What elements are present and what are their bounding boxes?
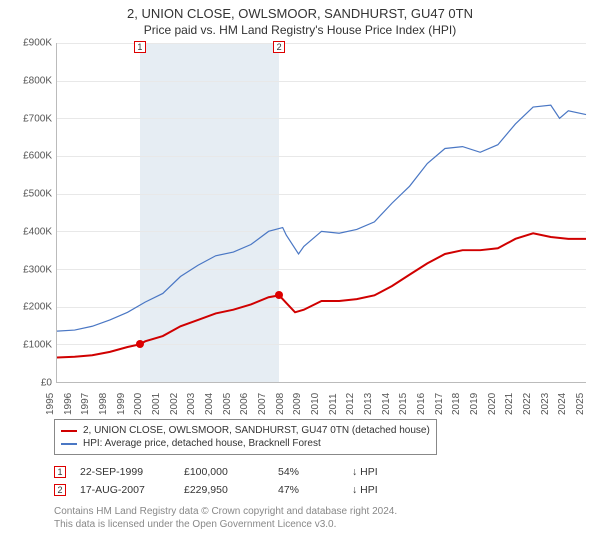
x-tick-label: 2023 [540, 393, 551, 415]
sales-table: 1 22-SEP-1999 £100,000 54% ↓ HPI 2 17-AUG-2007… [54, 463, 590, 499]
x-tick-label: 2004 [204, 393, 215, 415]
x-tick-label: 1995 [45, 393, 56, 415]
x-tick-label: 2013 [363, 393, 374, 415]
sale-marker-label: 1 [134, 41, 146, 53]
chart-area: £0 £100K £200K £300K £400K £500K £600K £700K £80… [10, 43, 590, 413]
x-tick-label: 2021 [504, 393, 515, 415]
x-tick-label: 2024 [557, 393, 568, 415]
legend: 2, UNION CLOSE, OWLSMOOR, SANDHURST, GU4… [54, 419, 437, 455]
x-tick-label: 1997 [80, 393, 91, 415]
x-tick-label: 2025 [575, 393, 586, 415]
x-tick-label: 2005 [222, 393, 233, 415]
y-tick-label: £800K [23, 75, 52, 86]
x-tick-label: 2015 [398, 393, 409, 415]
footer-line-2: This data is licensed under the Open Gov… [54, 518, 590, 531]
sale-pct: 47% [278, 484, 338, 496]
chart-title: 2, UNION CLOSE, OWLSMOOR, SANDHURST, GU4… [0, 6, 600, 21]
sale-trend: ↓ HPI [352, 466, 378, 478]
sale-num-box: 1 [54, 466, 66, 478]
footer-line-1: Contains HM Land Registry data © Crown c… [54, 505, 590, 518]
x-tick-label: 1998 [98, 393, 109, 415]
y-tick-label: £200K [23, 302, 52, 313]
sale-row: 1 22-SEP-1999 £100,000 54% ↓ HPI [54, 463, 590, 481]
sale-marker-dot [275, 291, 283, 299]
legend-item: HPI: Average price, detached house, Brac… [61, 437, 430, 450]
sale-num-box: 2 [54, 484, 66, 496]
plot-area: 12 [56, 43, 586, 383]
x-tick-label: 2014 [381, 393, 392, 415]
sale-date: 22-SEP-1999 [80, 466, 170, 478]
chart-titles: 2, UNION CLOSE, OWLSMOOR, SANDHURST, GU4… [0, 0, 600, 39]
legend-label: 2, UNION CLOSE, OWLSMOOR, SANDHURST, GU4… [83, 425, 430, 436]
sale-trend: ↓ HPI [352, 484, 378, 496]
y-tick-label: £400K [23, 226, 52, 237]
x-tick-label: 2020 [487, 393, 498, 415]
x-tick-label: 2008 [275, 393, 286, 415]
x-tick-label: 2007 [257, 393, 268, 415]
x-axis-labels: 1995199619971998199920002001200220032004… [56, 383, 586, 413]
legend-swatch [61, 430, 77, 432]
series-hpi [57, 105, 586, 331]
sale-marker-label: 2 [273, 41, 285, 53]
sale-pct: 54% [278, 466, 338, 478]
x-tick-label: 2018 [451, 393, 462, 415]
x-tick-label: 2000 [133, 393, 144, 415]
y-tick-label: £100K [23, 340, 52, 351]
x-tick-label: 1999 [116, 393, 127, 415]
x-tick-label: 2017 [434, 393, 445, 415]
y-axis-labels: £0£100K£200K£300K£400K£500K£600K£700K£80… [10, 43, 56, 383]
x-tick-label: 2019 [469, 393, 480, 415]
y-tick-label: £900K [23, 38, 52, 49]
x-tick-label: 2010 [310, 393, 321, 415]
y-tick-label: £0 [41, 378, 52, 389]
footer: Contains HM Land Registry data © Crown c… [54, 505, 590, 531]
sale-date: 17-AUG-2007 [80, 484, 170, 496]
series-prop [57, 233, 586, 357]
y-tick-label: £700K [23, 113, 52, 124]
x-tick-label: 1996 [63, 393, 74, 415]
sale-price: £100,000 [184, 466, 264, 478]
chart-subtitle: Price paid vs. HM Land Registry's House … [0, 23, 600, 37]
x-tick-label: 2009 [292, 393, 303, 415]
sale-marker-dot [136, 340, 144, 348]
x-tick-label: 2012 [345, 393, 356, 415]
plot-svg [57, 43, 586, 382]
x-tick-label: 2016 [416, 393, 427, 415]
legend-label: HPI: Average price, detached house, Brac… [83, 438, 321, 449]
x-tick-label: 2002 [169, 393, 180, 415]
x-tick-label: 2022 [522, 393, 533, 415]
sale-price: £229,950 [184, 484, 264, 496]
legend-item: 2, UNION CLOSE, OWLSMOOR, SANDHURST, GU4… [61, 424, 430, 437]
sale-row: 2 17-AUG-2007 £229,950 47% ↓ HPI [54, 481, 590, 499]
y-tick-label: £300K [23, 264, 52, 275]
y-tick-label: £500K [23, 189, 52, 200]
x-tick-label: 2001 [151, 393, 162, 415]
y-tick-label: £600K [23, 151, 52, 162]
x-tick-label: 2003 [186, 393, 197, 415]
legend-swatch [61, 443, 77, 445]
x-tick-label: 2011 [328, 393, 339, 415]
x-tick-label: 2006 [239, 393, 250, 415]
